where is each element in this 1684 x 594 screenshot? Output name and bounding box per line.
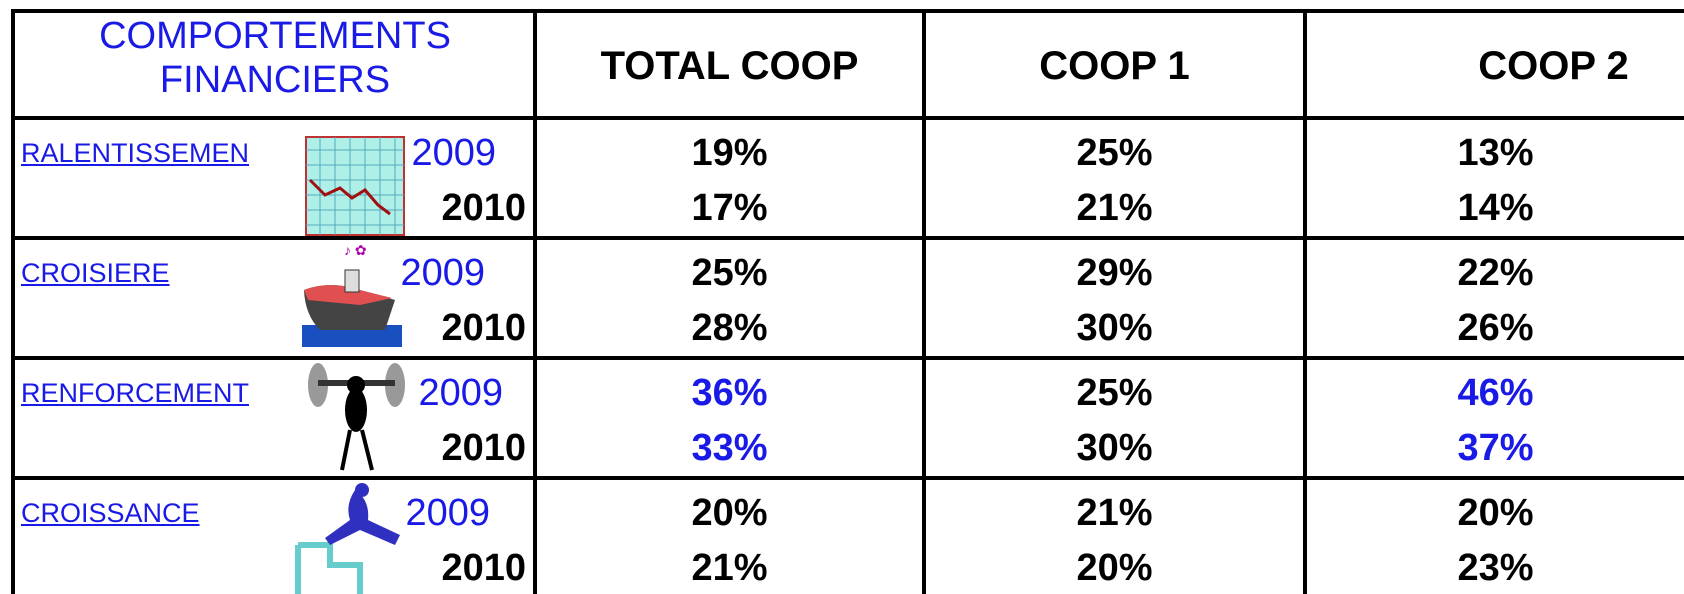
cell-value: 25% [1076,372,1153,414]
border [11,356,1684,360]
table-title: COMPORTEMENTS FINANCIERS [99,15,451,101]
cell-value: 14% [1457,187,1534,229]
column-header: TOTAL COOP [600,44,859,88]
cell-value: 23% [1457,547,1534,589]
cell-value: 22% [1457,252,1534,294]
year: 2010 [441,187,526,229]
weightlifter-icon [308,363,405,471]
cell-value: 19% [691,132,768,174]
border [11,236,1684,240]
cell-value: 20% [1076,547,1153,589]
cell-value: 25% [691,252,768,294]
cell-value: 20% [1457,492,1534,534]
cell-value: 30% [1076,427,1153,469]
cell-value: 30% [1076,307,1153,349]
border [1303,9,1307,594]
ship-icon: ♪ ✿ [302,242,402,347]
border [11,9,1684,13]
year: 2010 [441,427,526,469]
row-label[interactable]: CROISSANCE [21,498,200,528]
border [922,9,926,594]
cell-value: 26% [1457,307,1534,349]
border [11,476,1684,480]
column-header: COOP 1 [1039,44,1190,88]
cell-value: 21% [1076,187,1153,229]
cell-value: 17% [691,187,768,229]
row-label[interactable]: RALENTISSEMEN [21,138,250,168]
cell-value: 21% [691,547,768,589]
border [11,116,1684,120]
svg-text:♪ ✿: ♪ ✿ [344,242,367,258]
year: 2009 [411,132,496,174]
cell-value: 36% [691,372,768,414]
cell-value: 21% [1076,492,1153,534]
row-label[interactable]: RENFORCEMENT [21,378,249,408]
year: 2009 [418,372,503,414]
cell-value: 25% [1076,132,1153,174]
year: 2010 [441,307,526,349]
year: 2010 [441,547,526,589]
cell-value: 37% [1457,427,1534,469]
cell-value: 13% [1457,132,1534,174]
cell-value: 28% [691,307,768,349]
column-header: COOP 2 [1478,44,1629,88]
cell-value: 29% [1076,252,1153,294]
year: 2009 [400,252,485,294]
cell-value: 33% [691,427,768,469]
climber-icon [295,483,400,594]
chart-icon [305,136,405,236]
year: 2009 [405,492,490,534]
border [11,9,15,594]
cell-value: 20% [691,492,768,534]
row-label[interactable]: CROISIERE [21,258,170,288]
border [533,9,537,594]
cell-value: 46% [1457,372,1534,414]
